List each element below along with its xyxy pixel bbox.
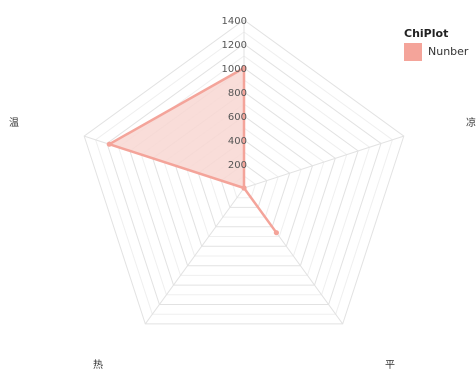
tick-label-1000: 1000 [222,64,247,75]
axis-spoke-3 [144,187,245,325]
tick-label-800: 800 [228,88,247,99]
indicator-label-4: 温 [9,117,19,129]
tick-label-1400: 1400 [222,16,247,27]
data-point-0 [241,65,247,71]
grid-ring-1400 [83,19,405,325]
series-area-nunber [108,66,278,234]
data-point-4 [106,141,112,147]
tick-label-400: 400 [228,136,247,147]
tick-label-600: 600 [228,112,247,123]
axis-spoke-1 [243,135,404,189]
legend-title: ChiPlot [404,27,449,40]
tick-label-200: 200 [228,160,247,171]
legend-label-nunber[interactable]: Nunber [428,45,469,58]
tick-label-1200: 1200 [222,40,247,51]
indicator-label-2: 平 [385,360,395,370]
data-point-3 [241,185,247,191]
legend-swatch[interactable] [404,43,422,61]
grid-subring-1400 [95,31,393,315]
data-point-2 [273,230,279,236]
indicator-label-1: 凉 [466,116,476,129]
grid-ring-1200 [106,43,382,305]
indicator-label-3: 热 [93,358,103,370]
